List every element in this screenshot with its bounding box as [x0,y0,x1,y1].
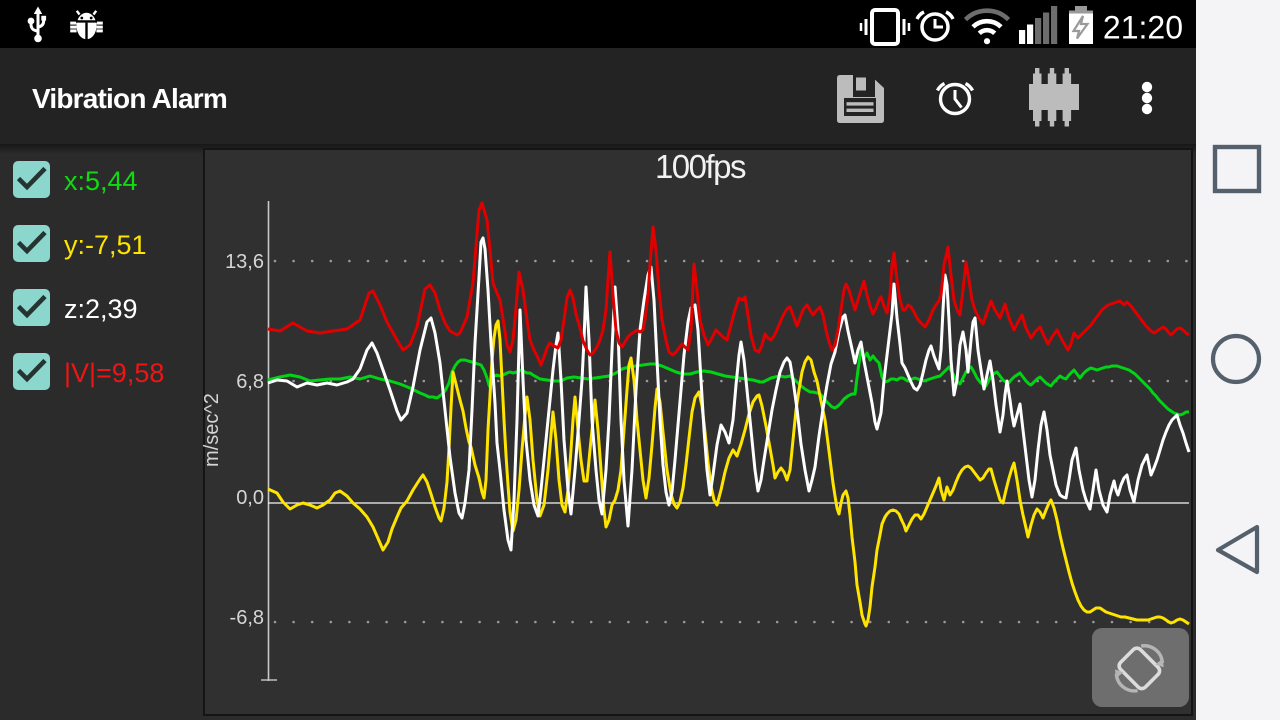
svg-text:m/sec^2: m/sec^2 [203,393,223,467]
svg-text:-6,8: -6,8 [230,607,264,629]
svg-text:21:20: 21:20 [1103,10,1183,46]
svg-text:13,6: 13,6 [225,251,264,273]
svg-text:0,0: 0,0 [236,487,264,509]
svg-text:100fps: 100fps [655,148,746,185]
svg-text:6,8: 6,8 [236,371,264,393]
